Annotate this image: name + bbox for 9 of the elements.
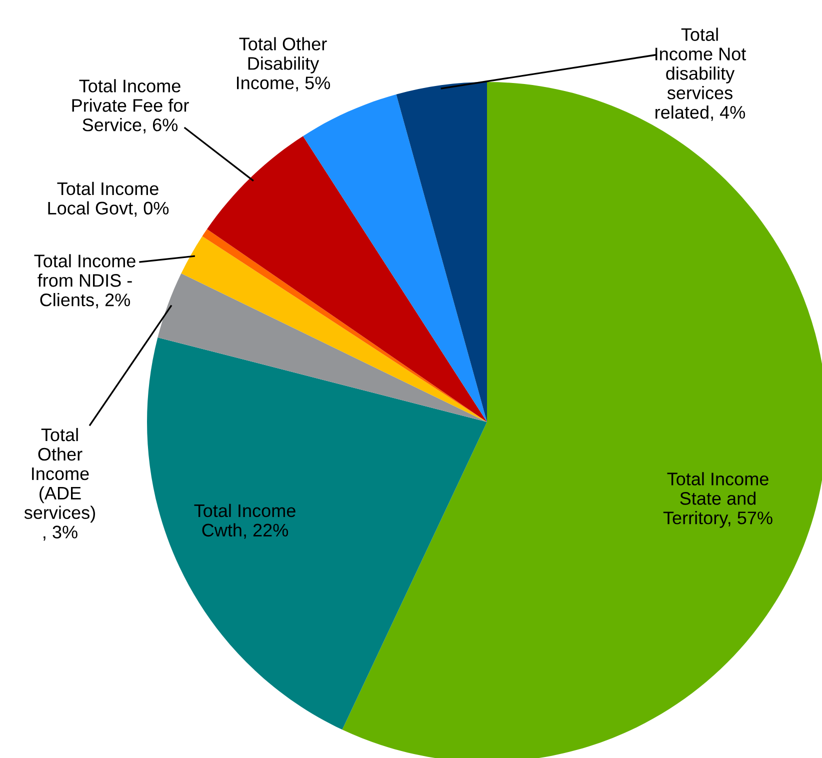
slice-label: Total Income Local Govt, 0% (48, 182, 169, 217)
slice-label: Total Income State and Territory, 57% (663, 472, 772, 528)
slice-label: Total Other Disability Income, 5% (237, 37, 330, 92)
slice-label: Total Income Private Fee for Service, 6% (72, 79, 189, 134)
slice-label: Total Income Not disability services related, 4% (656, 28, 746, 121)
slice-label: Total Other Income (ADE services) (24, 428, 95, 523)
slice-label: Total Income Cwth, 22% (194, 504, 296, 539)
slice-label: Total Income from NDIS - Clients, 2% (34, 254, 136, 308)
data-label: , 3% (44, 526, 78, 541)
